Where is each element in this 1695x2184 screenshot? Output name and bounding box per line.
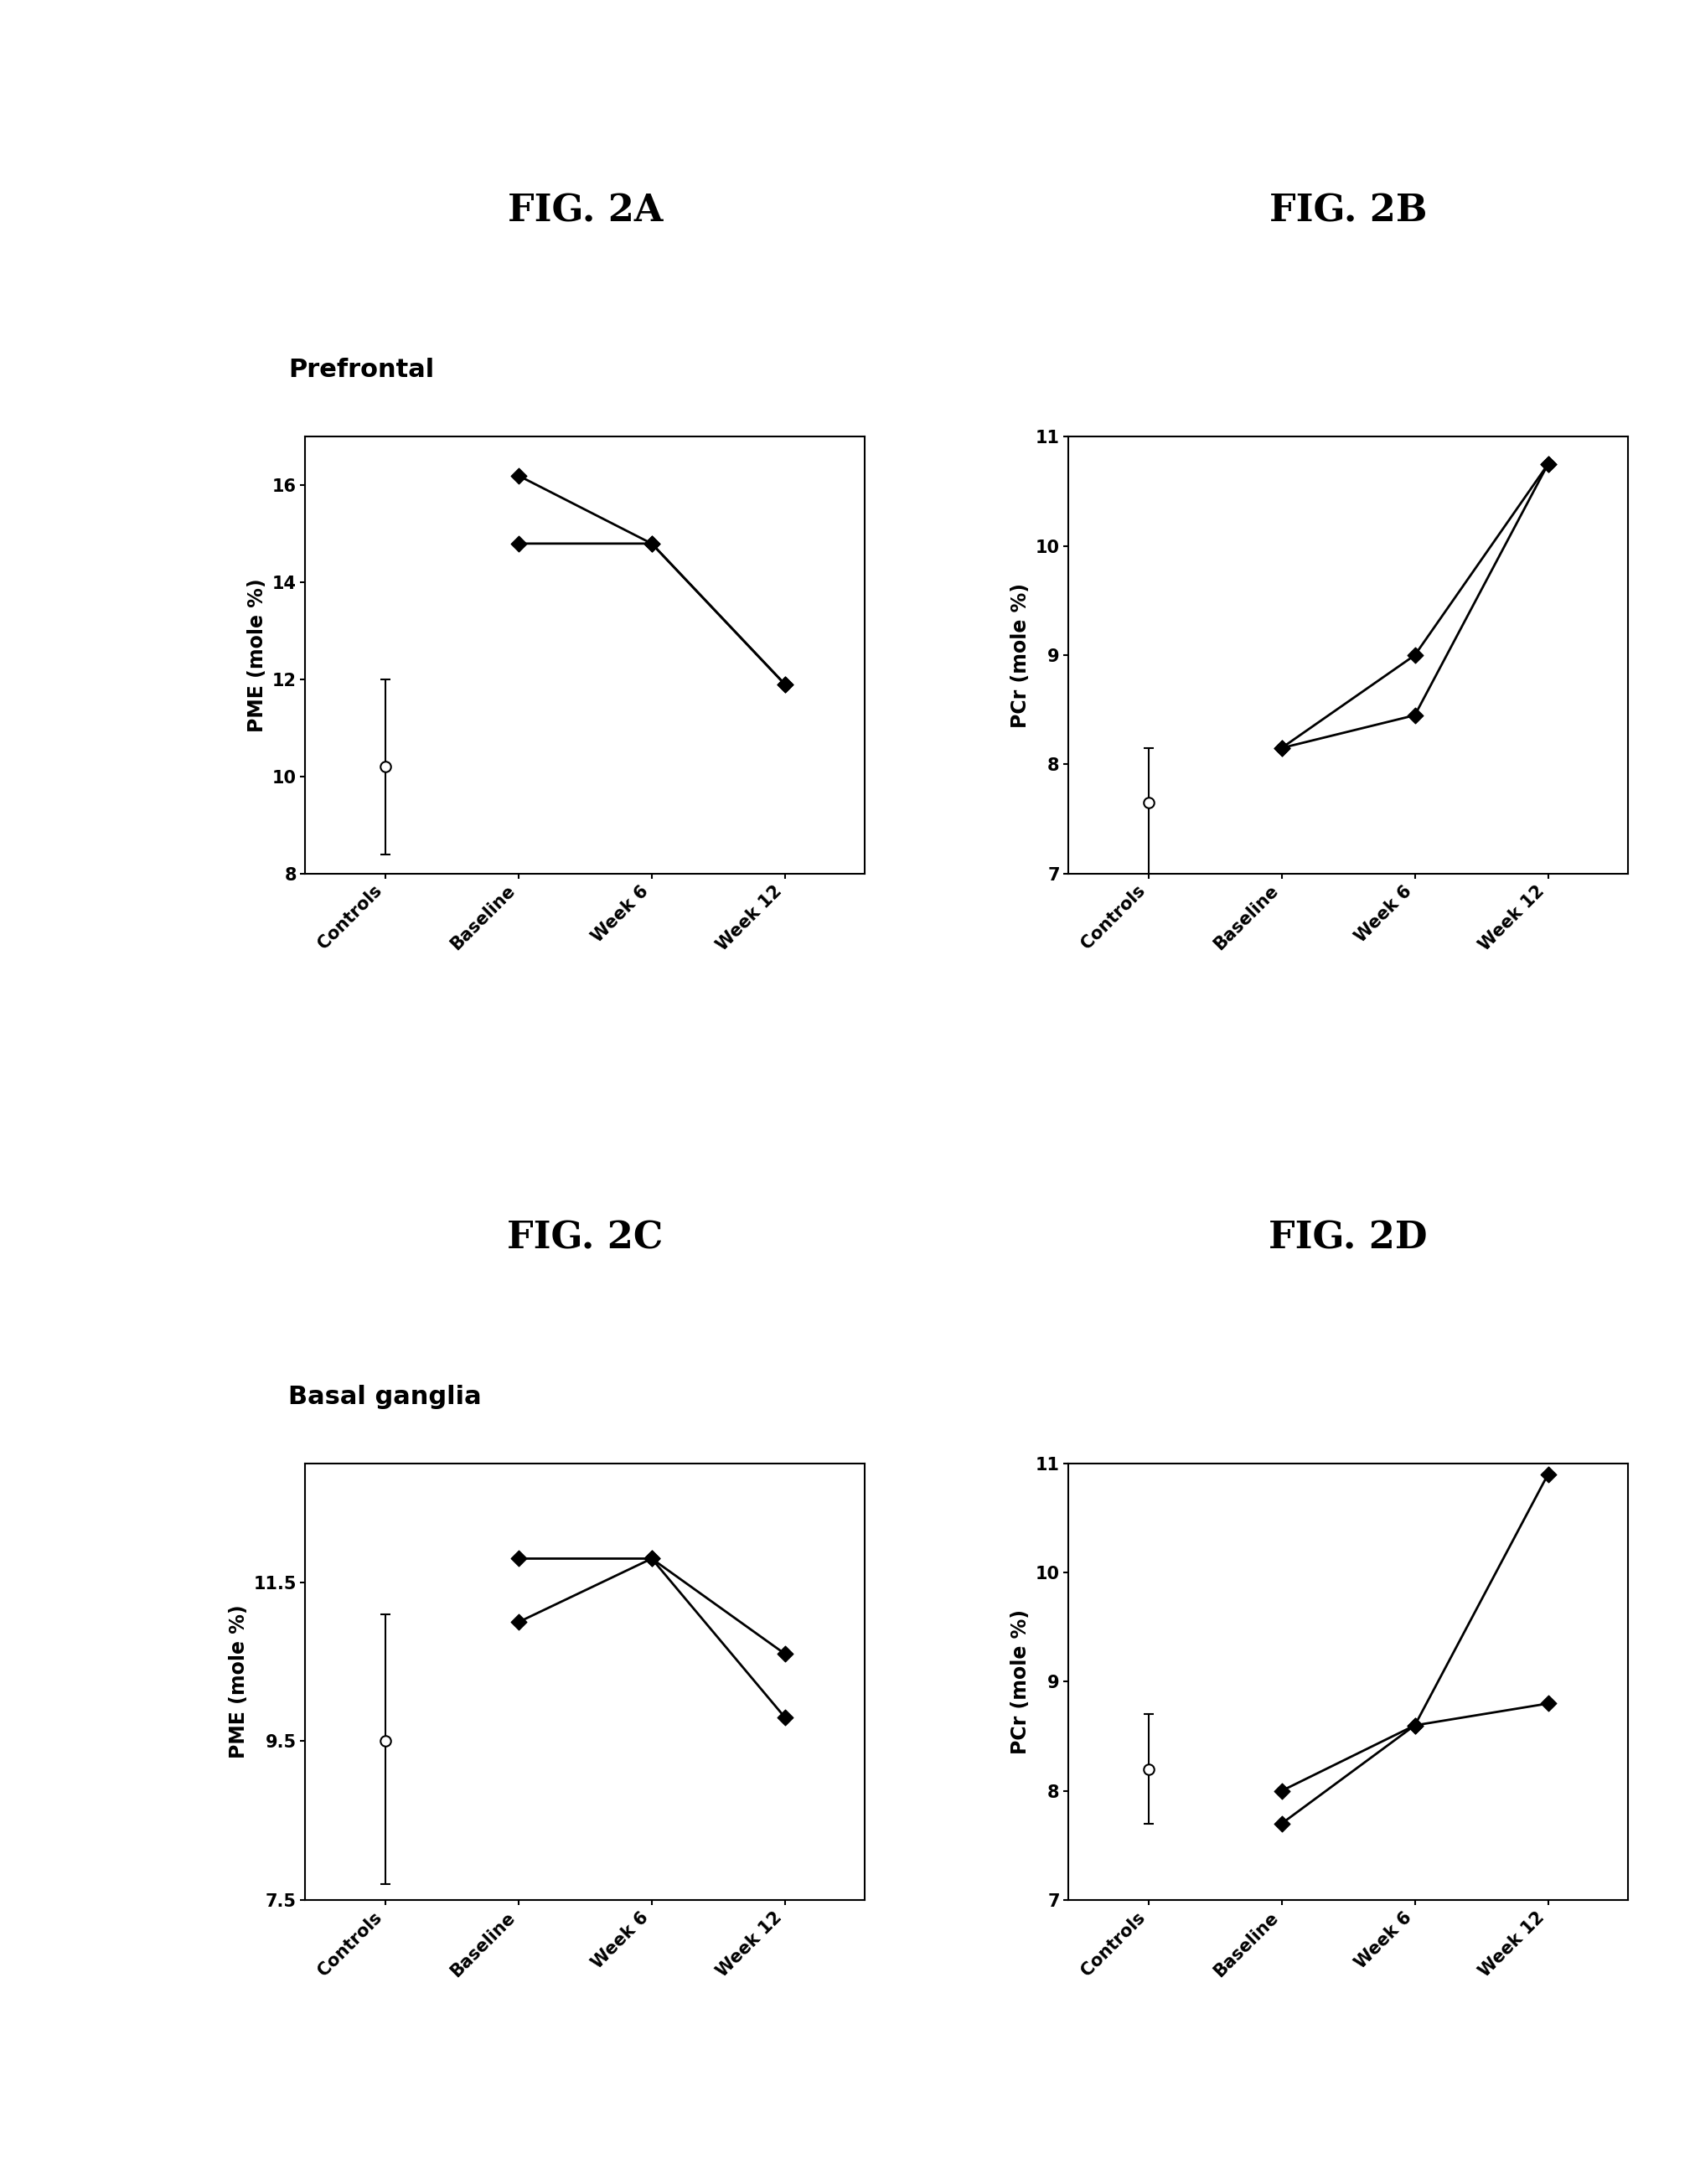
Y-axis label: PME (mole %): PME (mole %): [247, 579, 268, 732]
Point: [1268, 1806, 1295, 1841]
Point: [771, 1636, 798, 1671]
Point: [1534, 1457, 1561, 1492]
Point: [505, 459, 532, 494]
Point: [771, 666, 798, 701]
Point: [1400, 699, 1427, 734]
Point: [505, 526, 532, 561]
Text: FIG. 2D: FIG. 2D: [1268, 1221, 1427, 1256]
Point: [771, 666, 798, 701]
Text: FIG. 2C: FIG. 2C: [507, 1221, 663, 1256]
Point: [1268, 729, 1295, 767]
Text: Basal ganglia: Basal ganglia: [288, 1385, 481, 1409]
Point: [771, 1699, 798, 1734]
Text: Prefrontal: Prefrontal: [288, 358, 434, 382]
Point: [637, 1542, 664, 1577]
Point: [505, 1542, 532, 1577]
Point: [1400, 638, 1427, 673]
Point: [1268, 1773, 1295, 1808]
Text: FIG. 2A: FIG. 2A: [507, 194, 663, 229]
Point: [637, 526, 664, 561]
Point: [1534, 1686, 1561, 1721]
Point: [637, 526, 664, 561]
Point: [1534, 448, 1561, 483]
Text: FIG. 2B: FIG. 2B: [1268, 194, 1427, 229]
Point: [1534, 448, 1561, 483]
Point: [1400, 1708, 1427, 1743]
Point: [505, 1605, 532, 1640]
Point: [1268, 729, 1295, 767]
Y-axis label: PCr (mole %): PCr (mole %): [1010, 1610, 1031, 1754]
Y-axis label: PME (mole %): PME (mole %): [229, 1605, 249, 1758]
Point: [637, 1542, 664, 1577]
Point: [1400, 1708, 1427, 1743]
Y-axis label: PCr (mole %): PCr (mole %): [1010, 583, 1031, 727]
